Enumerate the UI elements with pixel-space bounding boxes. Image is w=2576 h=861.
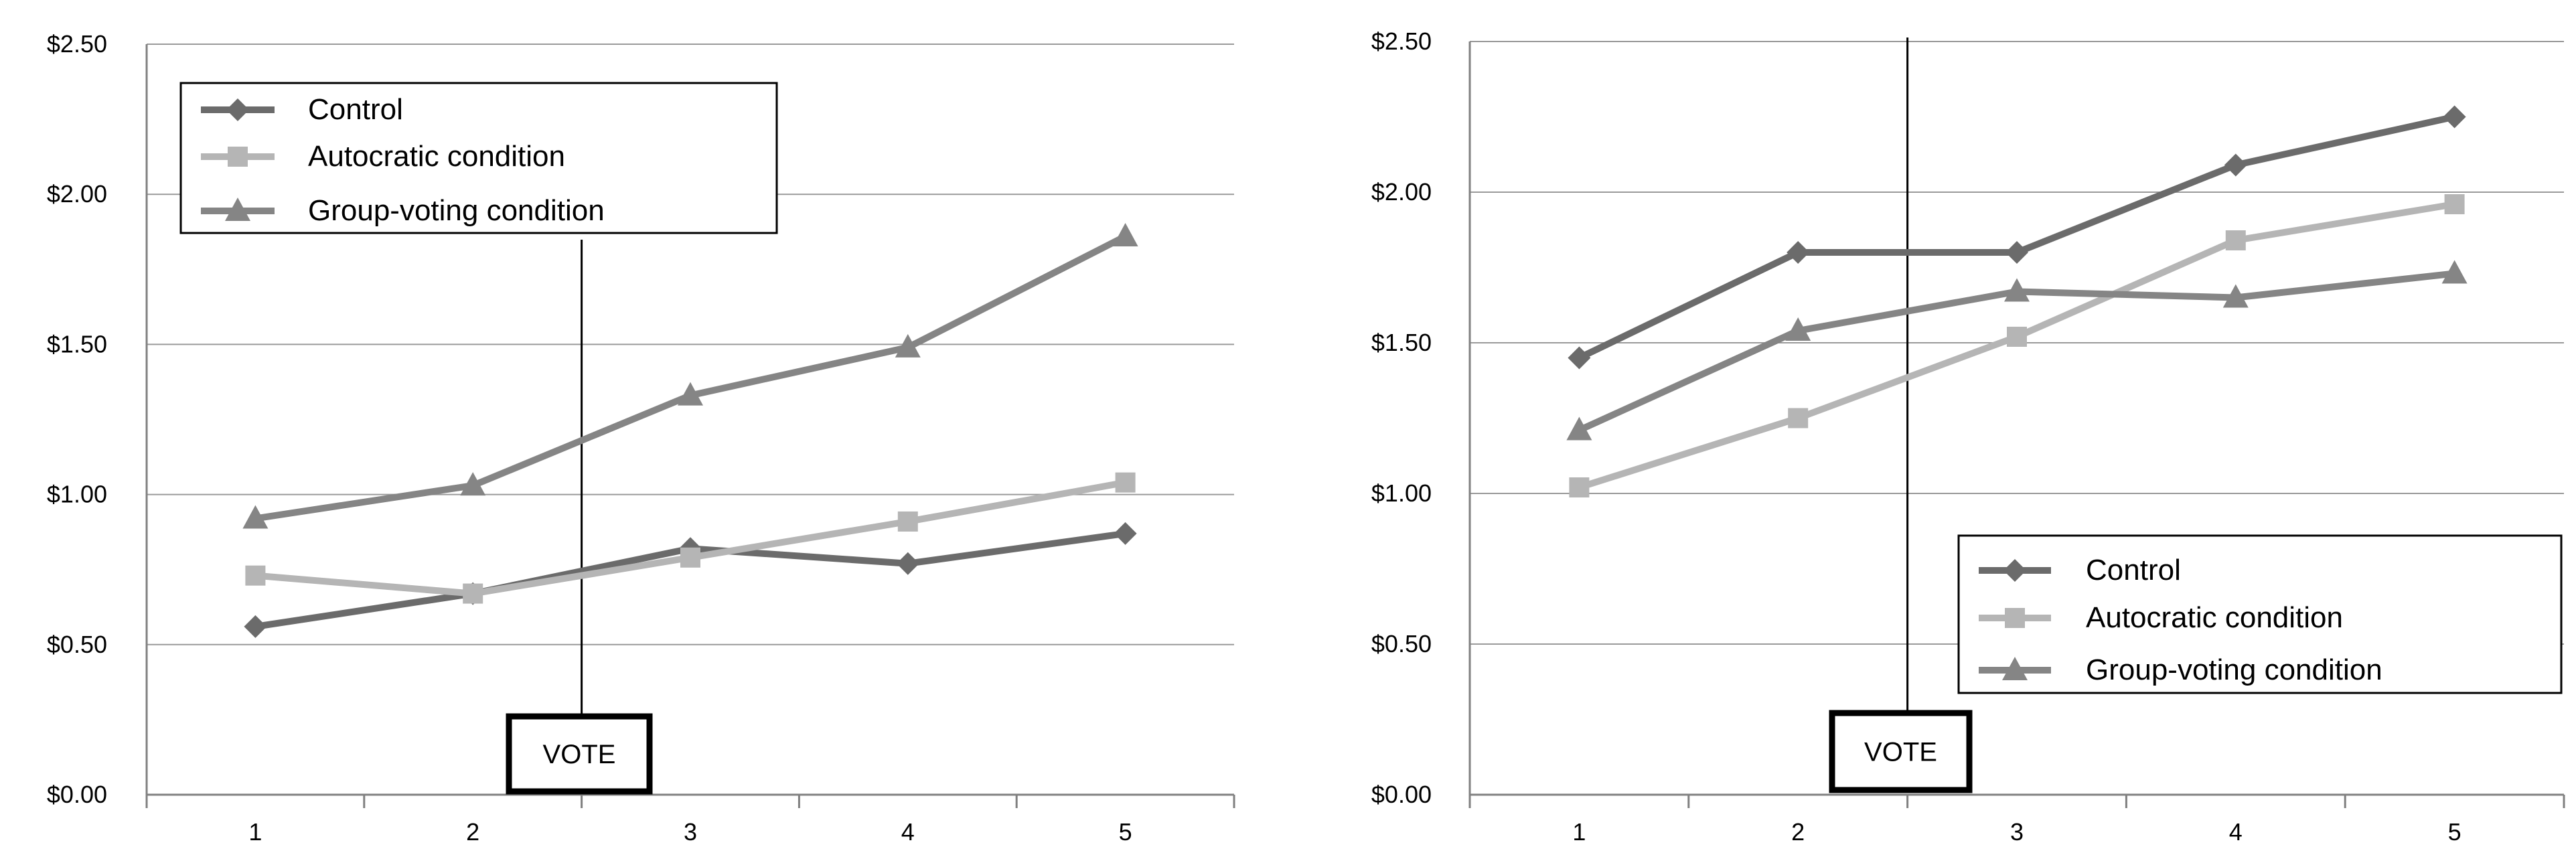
data-point: [2225, 230, 2246, 250]
data-point: [2004, 278, 2030, 302]
legend-label: Group-voting condition: [308, 194, 605, 227]
data-point: [1568, 346, 1591, 370]
y-tick-label: $0.50: [47, 631, 107, 658]
data-point: [1787, 241, 1810, 264]
x-tick-label: 1: [248, 818, 262, 846]
legend-label: Autocratic condition: [2086, 601, 2343, 634]
legend: Control Autocratic condition Group-voting …: [1957, 534, 2563, 694]
data-point: [2224, 153, 2247, 177]
data-point: [895, 333, 921, 358]
y-tick-label: $2.00: [1371, 178, 1432, 206]
x-tick-label: 3: [2010, 818, 2024, 846]
x-tick-label: 2: [1791, 818, 1805, 846]
vote-box: [1829, 710, 1973, 793]
data-point: [244, 615, 267, 638]
y-tick-label: $1.50: [47, 330, 107, 358]
y-tick-label: $0.00: [47, 781, 107, 808]
data-point: [2005, 241, 2028, 264]
data-point: [2007, 327, 2027, 347]
x-tick-label: 2: [466, 818, 479, 846]
y-tick-label: $2.00: [47, 180, 107, 208]
series-line: [1578, 113, 2455, 362]
data-point: [1112, 222, 1138, 246]
data-point: [1115, 472, 1136, 493]
y-tick-label: $1.50: [1371, 329, 1432, 356]
y-tick-label: $2.50: [47, 30, 107, 58]
y-tick-label: $1.00: [1371, 479, 1432, 507]
legend-box: [179, 82, 778, 234]
data-point: [1788, 408, 1809, 428]
data-point: [680, 547, 700, 568]
y-tick-label: $0.00: [1371, 781, 1432, 808]
data-point: [463, 583, 483, 604]
x-tick-label: 3: [684, 818, 697, 846]
legend-box: [1957, 534, 2563, 694]
chart-1: $0.00 $0.50 $1.00 $1.50 $2.00 $2.50 1 2 3 4 5 VOTE C…: [47, 30, 1235, 846]
y-tick-label: $1.00: [47, 481, 107, 508]
x-tick-label: 1: [1572, 818, 1586, 846]
data-point: [2441, 260, 2468, 284]
legend-label: Control: [308, 93, 403, 126]
data-point: [1114, 522, 1137, 545]
vote-label: VOTE: [543, 740, 616, 769]
legend-swatch-marker: [2005, 608, 2025, 628]
chart-2: $0.00 $0.50 $1.00 $1.50 $2.00 $2.50 1 2 3 4 5 VOTE C…: [1371, 27, 2565, 846]
data-point: [242, 505, 269, 529]
x-tick-label: 4: [901, 818, 915, 846]
x-tick-label: 5: [1119, 818, 1132, 846]
y-tick-label: $2.50: [1371, 27, 1432, 55]
vote-label: VOTE: [1864, 738, 1937, 767]
legend-swatch-marker: [2003, 559, 2026, 582]
legend-label: Control: [2086, 554, 2181, 586]
series-line: [254, 233, 1127, 522]
vote-box: [506, 713, 653, 795]
y-tick-label: $0.50: [1371, 630, 1432, 657]
data-point: [2222, 284, 2249, 308]
x-tick-label: 4: [2229, 818, 2243, 846]
x-tick-label: 5: [2448, 818, 2461, 846]
data-point: [2444, 194, 2465, 214]
legend-label: Group-voting condition: [2086, 653, 2382, 686]
data-point: [897, 511, 918, 532]
data-point: [2443, 105, 2466, 129]
data-point: [460, 472, 486, 496]
data-point: [245, 565, 266, 586]
data-point: [1785, 317, 1811, 341]
legend-swatch-marker: [226, 98, 249, 121]
legend-label: Autocratic condition: [308, 140, 565, 173]
data-point: [1569, 477, 1590, 497]
legend-swatch-marker: [2002, 657, 2028, 680]
data-point: [896, 552, 919, 575]
legend: Control Autocratic condition Group-voting …: [179, 82, 778, 234]
legend-swatch-marker: [228, 147, 248, 167]
data-point: [678, 382, 703, 406]
legend-swatch-marker: [225, 198, 250, 221]
data-point: [1566, 416, 1592, 441]
